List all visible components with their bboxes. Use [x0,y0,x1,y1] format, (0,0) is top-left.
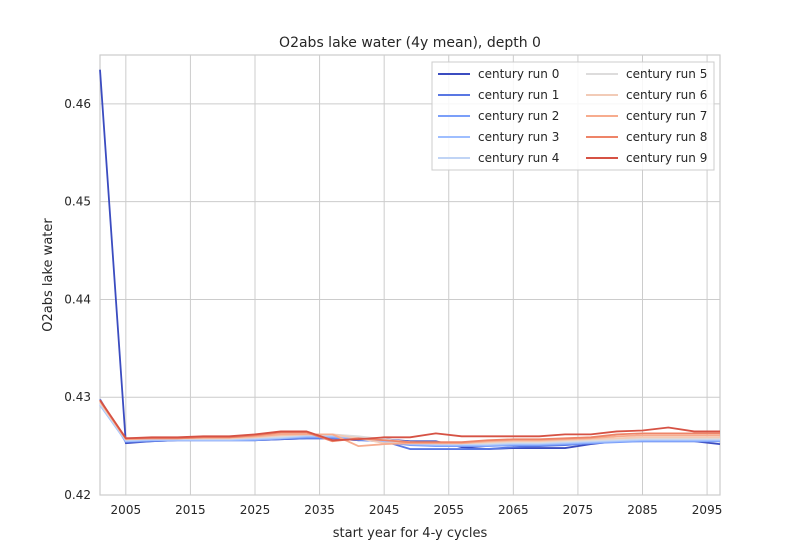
legend: century run 0 century run 1 century run 2 c… [431,61,715,171]
series-line-century-run-3 [99,404,720,447]
y-tick-label: 0.43 [64,390,91,404]
legend-entry-label: century run 0 [478,67,559,81]
legend-entry-label: century run 4 [478,151,559,165]
plot-area-frame [99,54,721,496]
x-tick-label: 2085 [627,503,658,517]
y-tick-labels: 0.42 0.43 0.44 0.45 0.46 [64,97,91,502]
y-axis-label: O2abs lake water [41,218,56,332]
series-line-century-run-9 [99,399,720,442]
y-tick-label: 0.45 [64,195,91,209]
x-tick-label: 2055 [433,503,464,517]
x-tick-label: 2045 [369,503,400,517]
legend-entry-label: century run 8 [626,130,707,144]
series-lines [99,69,721,450]
y-tick-label: 0.42 [64,488,91,502]
legend-entry-label: century run 9 [626,151,707,165]
legend-entry-label: century run 7 [626,109,707,123]
x-tick-label: 2075 [563,503,594,517]
x-tick-label: 2035 [304,503,335,517]
chart-title: O2abs lake water (4y mean), depth 0 [279,35,541,51]
x-tick-label: 2005 [111,503,142,517]
legend-entry-label: century run 5 [626,67,707,81]
legend-entry-label: century run 6 [626,88,707,102]
x-tick-label: 2015 [175,503,206,517]
x-tick-label: 2065 [498,503,529,517]
series-line-century-run-8 [99,399,720,444]
legend-entry-label: century run 2 [478,109,559,123]
legend-box [431,61,715,171]
legend-entry-label: century run 1 [478,88,559,102]
y-tick-label: 0.44 [64,292,91,306]
x-tick-label: 2025 [240,503,271,517]
y-tick-label: 0.46 [64,97,91,111]
x-tick-label: 2095 [692,503,723,517]
legend-entry-label: century run 3 [478,130,559,144]
x-tick-labels: 2005 2015 2025 2035 2045 2055 2065 2075 2085 2095 [111,503,723,517]
x-axis-label: start year for 4-y cycles [333,526,488,541]
